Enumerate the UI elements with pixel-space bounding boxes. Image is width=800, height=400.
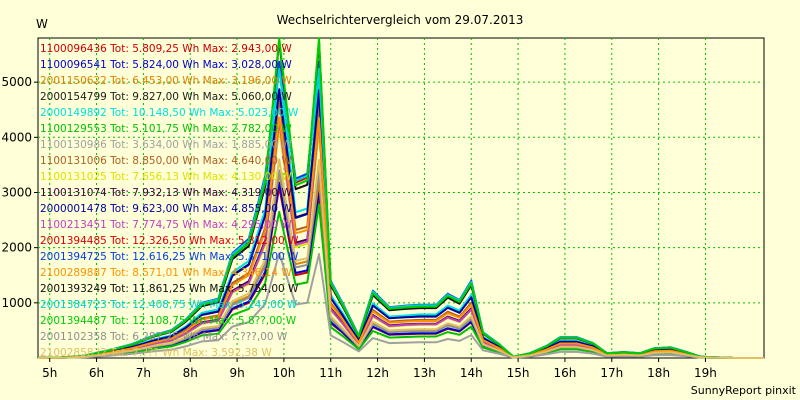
y-tick-label: 4000 xyxy=(1,130,32,144)
legend-entry: 2100289887 Tot: 8.571,01 Wh Max: 4.346,1… xyxy=(40,267,292,279)
x-tick-label: 13h xyxy=(413,366,436,380)
legend-entry: 2001150622 Tot: 6.453,00 Wh Max: 3.196,0… xyxy=(40,75,292,87)
x-tick-label: 15h xyxy=(507,366,530,380)
legend-entry: 2001393249 Tot: 11.861,25 Wh Max: 5.754,… xyxy=(40,283,299,295)
series-line xyxy=(37,37,764,359)
x-tick-label: 19h xyxy=(694,366,717,380)
x-tick-label: 17h xyxy=(600,366,623,380)
plot-area xyxy=(37,37,765,359)
legend-entry: 1100130986 Tot: 3.634,00 Wh Max: 1.885,0… xyxy=(40,139,292,151)
legend-entry: 1100131025 Tot: 7.656,13 Wh Max: 4.130,0… xyxy=(40,171,292,183)
legend-entry: 1100131074 Tot: 7.932,13 Wh Max: 4.319,0… xyxy=(40,187,292,199)
legend-entry: 2001394487 Tot: 12.108,75 Wh Max: 5.8??,… xyxy=(40,315,297,327)
legend-entry: 1100131006 Tot: 8.850,00 Wh Max: 4.640,0… xyxy=(40,155,292,167)
x-tick-label: 6h xyxy=(89,366,104,380)
legend-entry: 1100129553 Tot: 5.101,75 Wh Max: 2.782,0… xyxy=(40,123,292,135)
y-tick-label: 2000 xyxy=(1,241,32,255)
x-tick-label: 12h xyxy=(366,366,389,380)
footer-credit: SunnyReport pinxit xyxy=(691,384,797,397)
legend-entry: 2001102358 Tot: 6.287,25 Wh Max: ?.???,0… xyxy=(40,331,288,343)
chart-title: Wechselrichtervergleich vom 29.07.2013 xyxy=(277,13,524,27)
y-tick-label: 5000 xyxy=(1,75,32,89)
y-tick-label: 3000 xyxy=(1,185,32,199)
legend-entry: 2000154799 Tot: 9.827,00 Wh Max: 5.060,0… xyxy=(40,91,292,103)
x-tick-label: 14h xyxy=(460,366,483,380)
legend-entry: 2001384723 Tot: 12.408,75 Wh Max: 5.24?,… xyxy=(40,299,298,311)
legend: 1100096436 Tot: 5.809,25 Wh Max: 2.943,0… xyxy=(40,43,299,359)
legend-entry: 2100285832 Tot: 7.??? Wh Max: 3.592,38 W xyxy=(40,347,272,359)
y-axis-label: W xyxy=(36,17,48,31)
legend-entry: 1100096436 Tot: 5.809,25 Wh Max: 2.943,0… xyxy=(40,43,292,55)
x-tick-label: 5h xyxy=(42,366,57,380)
x-tick-label: 16h xyxy=(553,366,576,380)
legend-entry: 2001394725 Tot: 12.616,25 Wh Max: 5.371,… xyxy=(40,251,299,263)
x-tick-label: 18h xyxy=(647,366,670,380)
legend-entry: 2000001478 Tot: 9.623,00 Wh Max: 4.855,0… xyxy=(40,203,292,215)
x-tick-label: 11h xyxy=(319,366,342,380)
x-tick-label: 8h xyxy=(183,366,198,380)
x-tick-label: 10h xyxy=(272,366,295,380)
x-axis: 5h 6h 7h 8h 9h 10h 11h 12h 13h 14h 15h 16h 17h 18h 19h xyxy=(42,358,717,380)
legend-entry: 2001394485 Tot: 12.326,50 Wh Max: 5.312,… xyxy=(40,235,299,247)
y-axis: 1000 2000 3000 4000 5000 xyxy=(1,75,38,310)
x-tick-label: 9h xyxy=(229,366,244,380)
series-line xyxy=(37,252,764,359)
series-layer xyxy=(37,37,764,359)
y-tick-label: 1000 xyxy=(1,296,32,310)
legend-entry: 2000149892 Tot: 10.148,50 Wh Max: 5.023,… xyxy=(40,107,299,119)
legend-entry: 1100213451 Tot: 7.774,75 Wh Max: 4.295,0… xyxy=(40,219,292,231)
x-tick-label: 7h xyxy=(136,366,151,380)
legend-entry: 1100096541 Tot: 5.824,00 Wh Max: 3.028,0… xyxy=(40,59,292,71)
series-line xyxy=(37,158,764,359)
